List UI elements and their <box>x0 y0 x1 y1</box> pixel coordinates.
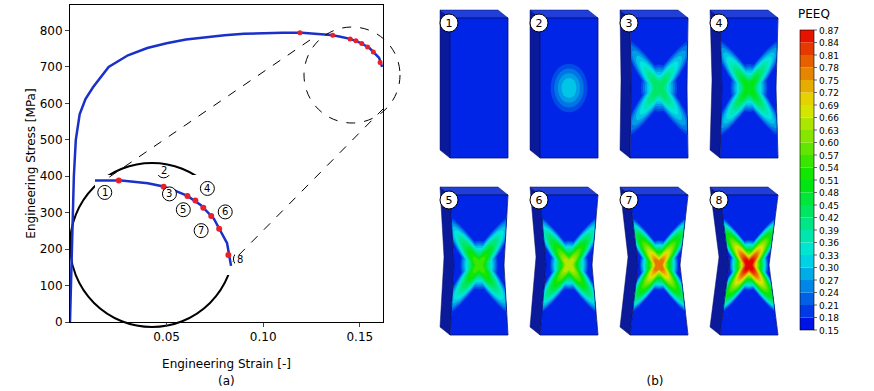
svg-text:0.87: 0.87 <box>819 26 839 36</box>
svg-text:600: 600 <box>40 97 63 111</box>
svg-text:400: 400 <box>40 169 63 183</box>
svg-text:200: 200 <box>40 242 63 256</box>
svg-text:700: 700 <box>40 60 63 74</box>
svg-text:500: 500 <box>40 133 63 147</box>
svg-text:0.15: 0.15 <box>346 330 373 344</box>
svg-text:0.18: 0.18 <box>819 313 839 323</box>
svg-text:0.45: 0.45 <box>819 201 839 211</box>
svg-text:0.72: 0.72 <box>819 88 839 98</box>
svg-text:7: 7 <box>626 194 633 207</box>
svg-text:0.42: 0.42 <box>819 213 839 223</box>
svg-text:100: 100 <box>40 279 63 293</box>
svg-text:1: 1 <box>102 187 108 198</box>
svg-text:0.69: 0.69 <box>819 101 839 111</box>
svg-text:0.33: 0.33 <box>819 251 839 261</box>
svg-text:1: 1 <box>446 17 453 30</box>
svg-text:0.51: 0.51 <box>819 176 839 186</box>
svg-text:800: 800 <box>40 24 63 38</box>
svg-text:8: 8 <box>237 254 243 265</box>
svg-text:0.63: 0.63 <box>819 126 839 136</box>
svg-text:8: 8 <box>716 194 723 207</box>
svg-text:0.24: 0.24 <box>819 288 839 298</box>
svg-text:300: 300 <box>40 206 63 220</box>
svg-text:0.36: 0.36 <box>819 238 839 248</box>
svg-text:0: 0 <box>55 315 63 329</box>
svg-text:0.81: 0.81 <box>819 51 839 61</box>
svg-text:5: 5 <box>180 204 186 215</box>
svg-text:7: 7 <box>198 225 204 236</box>
svg-text:0.30: 0.30 <box>819 263 839 273</box>
svg-text:0.54: 0.54 <box>819 163 839 173</box>
svg-text:0.27: 0.27 <box>819 276 839 286</box>
svg-text:(a): (a) <box>218 374 235 388</box>
svg-text:4: 4 <box>716 17 723 30</box>
svg-text:0.57: 0.57 <box>819 151 839 161</box>
svg-text:0.10: 0.10 <box>250 330 277 344</box>
svg-text:0.75: 0.75 <box>819 76 839 86</box>
svg-text:Engineering Stress [MPa]: Engineering Stress [MPa] <box>24 88 38 238</box>
svg-text:0.39: 0.39 <box>819 226 839 236</box>
svg-text:0.05: 0.05 <box>153 330 180 344</box>
svg-text:4: 4 <box>204 183 210 194</box>
svg-text:0.60: 0.60 <box>819 138 839 148</box>
svg-text:0.21: 0.21 <box>819 301 839 311</box>
svg-text:3: 3 <box>166 188 172 199</box>
svg-text:Engineering Strain [-]: Engineering Strain [-] <box>162 357 291 371</box>
svg-text:3: 3 <box>626 17 633 30</box>
svg-text:5: 5 <box>446 194 453 207</box>
svg-text:PEEQ: PEEQ <box>798 7 830 21</box>
svg-text:0.15: 0.15 <box>819 326 839 336</box>
svg-text:0.48: 0.48 <box>819 188 839 198</box>
svg-text:0.78: 0.78 <box>819 63 839 73</box>
svg-text:6: 6 <box>536 194 543 207</box>
svg-text:2: 2 <box>536 17 543 30</box>
svg-text:(b): (b) <box>647 374 664 388</box>
svg-text:6: 6 <box>222 206 228 217</box>
svg-text:0.66: 0.66 <box>819 113 839 123</box>
svg-text:0.84: 0.84 <box>819 38 839 48</box>
svg-text:2: 2 <box>161 165 167 176</box>
